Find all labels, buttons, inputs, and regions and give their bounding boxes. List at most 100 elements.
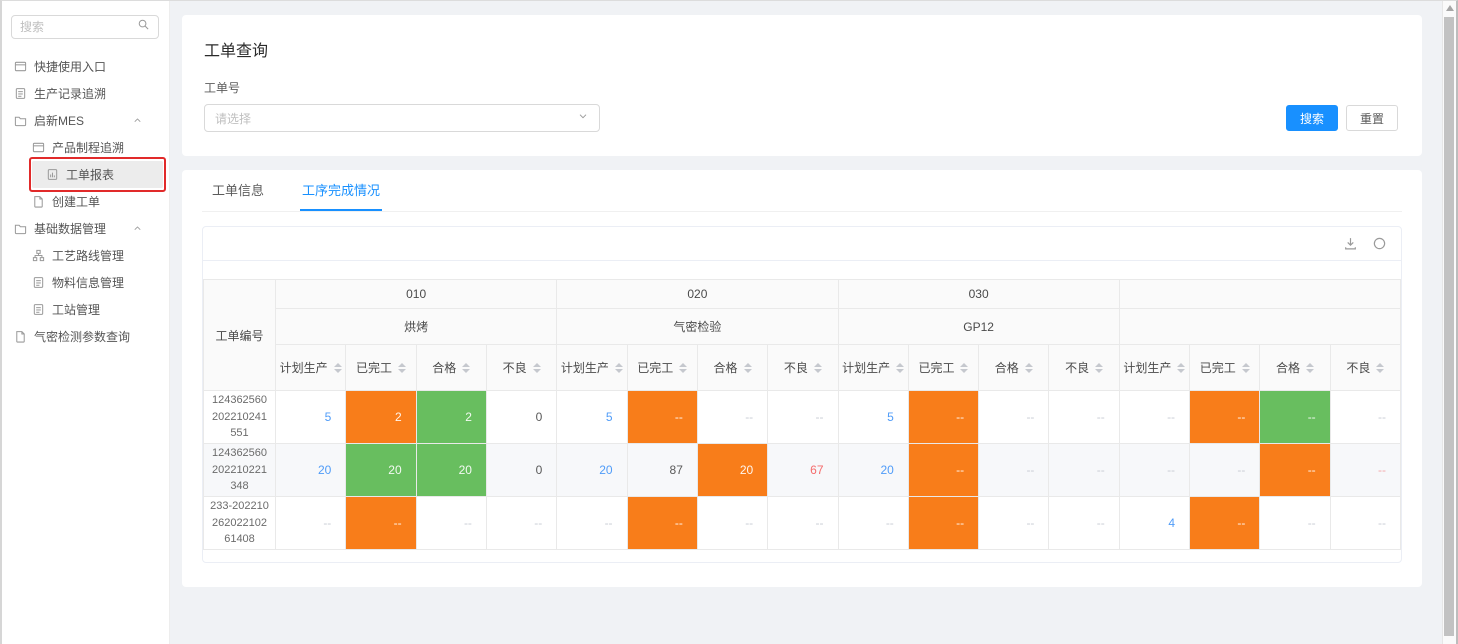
doc-icon (14, 330, 27, 343)
order-number-cell: 124362560202210221348 (203, 443, 276, 497)
sidebar-item-11[interactable]: 气密检测参数查询 (2, 323, 169, 350)
work-order-select[interactable]: 请选择 (204, 104, 600, 132)
sort-caret-icon[interactable] (532, 362, 541, 373)
metric-cell: -- (978, 390, 1050, 444)
sort-caret-icon[interactable] (813, 362, 822, 373)
sort-caret-icon[interactable] (614, 362, 623, 373)
sort-caret-icon[interactable] (1241, 362, 1250, 373)
process-code-header (1118, 279, 1402, 309)
metric-cell: -- (1118, 390, 1191, 444)
sidebar-item-label: 工站管理 (52, 303, 101, 317)
sidebar-item-5[interactable]: 工单报表 (29, 157, 166, 192)
result-card: 工单信息 工序完成情况 工单编号 010 020 030 烘烤 气密检验 GP12 计划生产 已完… (182, 170, 1422, 587)
sidebar-item-label: 工单报表 (66, 168, 115, 182)
metric-header[interactable]: 不良 (1048, 344, 1120, 391)
sidebar-item-4[interactable]: 产品制程追溯 (2, 134, 169, 161)
metric-header[interactable]: 计划生产 (556, 344, 628, 391)
metric-cell: -- (1329, 496, 1402, 550)
metric-cell: 87 (626, 443, 698, 497)
sort-caret-icon[interactable] (397, 362, 406, 373)
metric-header[interactable]: 已完工 (1189, 344, 1261, 391)
metric-cell: -- (1189, 390, 1261, 444)
sidebar-item-3[interactable]: 启新MES (2, 107, 169, 134)
metric-cell: -- (767, 496, 839, 550)
sidebar-search[interactable] (11, 15, 159, 39)
sort-caret-icon[interactable] (1024, 362, 1033, 373)
sort-caret-icon[interactable] (1177, 362, 1186, 373)
metric-cell[interactable]: 5 (837, 390, 909, 444)
sort-caret-icon[interactable] (333, 362, 342, 373)
process-name-header: 气密检验 (556, 308, 839, 345)
metric-cell: 0 (485, 443, 558, 497)
metric-cell: -- (696, 496, 769, 550)
route-icon (32, 249, 45, 262)
metric-header[interactable]: 合格 (1259, 344, 1331, 391)
sidebar-item-2[interactable]: 生产记录追溯 (2, 80, 169, 107)
search-button[interactable]: 搜索 (1285, 105, 1338, 131)
sort-caret-icon[interactable] (462, 362, 471, 373)
metric-header[interactable]: 计划生产 (274, 344, 347, 391)
metric-cell[interactable]: 5 (556, 390, 628, 444)
metric-header[interactable]: 计划生产 (837, 344, 909, 391)
sort-caret-icon[interactable] (1376, 362, 1385, 373)
metric-cell: -- (837, 496, 909, 550)
search-input[interactable] (20, 20, 137, 34)
process-code-header: 020 (556, 279, 839, 309)
metric-cell: -- (626, 390, 698, 444)
metric-cell: -- (1259, 390, 1331, 444)
metric-cell: -- (696, 390, 769, 444)
refresh-icon[interactable] (1372, 236, 1387, 251)
scrollbar-thumb[interactable] (1444, 17, 1454, 636)
sidebar-item-label: 气密检测参数查询 (34, 330, 131, 344)
metric-cell: -- (767, 390, 839, 444)
sidebar-item-label: 工艺路线管理 (52, 249, 125, 263)
sidebar-item-8[interactable]: 工艺路线管理 (2, 242, 169, 269)
sort-caret-icon[interactable] (1095, 362, 1104, 373)
sort-caret-icon[interactable] (896, 362, 905, 373)
sidebar-item-6[interactable]: 创建工单 (2, 188, 169, 215)
metric-cell[interactable]: 20 (837, 443, 909, 497)
metric-header[interactable]: 合格 (978, 344, 1050, 391)
chevron-up-icon[interactable] (132, 223, 143, 234)
process-name-header (1118, 308, 1402, 345)
metric-header[interactable]: 不良 (767, 344, 839, 391)
vertical-scrollbar[interactable] (1442, 1, 1456, 644)
reset-button[interactable]: 重置 (1345, 105, 1398, 131)
panel-icon (14, 60, 27, 73)
metric-cell: -- (1048, 443, 1120, 497)
tab-1[interactable]: 工单信息 (212, 183, 265, 198)
metric-cell[interactable]: 20 (274, 443, 347, 497)
sidebar-item-9[interactable]: 物料信息管理 (2, 269, 169, 296)
metric-cell: -- (978, 443, 1050, 497)
metric-cell: 67 (767, 443, 839, 497)
record-icon (32, 276, 45, 289)
metric-header[interactable]: 已完工 (907, 344, 980, 391)
work-order-field: 工单号 请选择 (204, 79, 600, 132)
metric-cell[interactable]: 4 (1118, 496, 1191, 550)
sort-caret-icon[interactable] (679, 362, 688, 373)
scroll-up-icon[interactable] (1446, 5, 1454, 11)
metric-header[interactable]: 已完工 (345, 344, 417, 391)
metric-cell: -- (1118, 443, 1191, 497)
metric-header[interactable]: 合格 (415, 344, 487, 391)
metric-header[interactable]: 不良 (1329, 344, 1402, 391)
metric-cell: -- (907, 443, 980, 497)
sort-caret-icon[interactable] (743, 362, 752, 373)
chevron-up-icon[interactable] (132, 115, 143, 126)
sort-caret-icon[interactable] (960, 362, 969, 373)
metric-header[interactable]: 已完工 (626, 344, 698, 391)
metric-cell[interactable]: 20 (556, 443, 628, 497)
process-completion-table: 工单编号 010 020 030 烘烤 气密检验 GP12 计划生产 已完工 合格 不良 计划生产 已完… (203, 279, 1402, 550)
download-icon[interactable] (1343, 236, 1358, 251)
metric-cell[interactable]: 5 (274, 390, 347, 444)
sidebar-item-1[interactable]: 快捷使用入口 (2, 53, 169, 80)
metric-header[interactable]: 计划生产 (1118, 344, 1191, 391)
sidebar-item-10[interactable]: 工站管理 (2, 296, 169, 323)
metric-header[interactable]: 不良 (485, 344, 558, 391)
metric-header[interactable]: 合格 (696, 344, 769, 391)
tab-2[interactable]: 工序完成情况 (300, 170, 383, 211)
sort-caret-icon[interactable] (1306, 362, 1315, 373)
select-placeholder: 请选择 (215, 111, 252, 126)
sidebar-item-7[interactable]: 基础数据管理 (2, 215, 169, 242)
